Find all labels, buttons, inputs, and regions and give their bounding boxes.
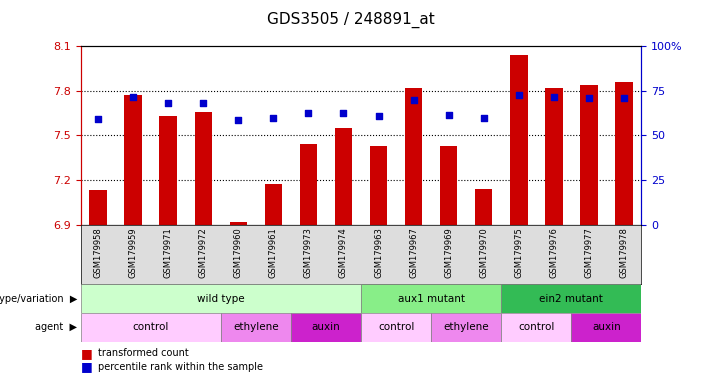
Text: auxin: auxin [592, 322, 621, 333]
Bar [615, 82, 633, 225]
Text: transformed count: transformed count [98, 348, 189, 358]
Bar [405, 88, 423, 225]
Text: ■: ■ [81, 360, 93, 373]
Text: ethylene: ethylene [233, 322, 279, 333]
Point [373, 113, 384, 119]
Text: GSM179973: GSM179973 [304, 228, 313, 278]
Bar [361, 313, 431, 342]
Text: genotype/variation  ▶: genotype/variation ▶ [0, 293, 77, 304]
Text: ein2 mutant: ein2 mutant [539, 293, 604, 304]
Text: GSM179978: GSM179978 [620, 228, 628, 278]
Text: GSM179977: GSM179977 [585, 228, 593, 278]
Text: GSM179975: GSM179975 [515, 228, 523, 278]
Bar [125, 95, 142, 225]
Text: agent  ▶: agent ▶ [35, 322, 77, 333]
Point [583, 95, 594, 101]
Bar [230, 222, 247, 225]
Bar [370, 146, 387, 225]
Text: control: control [378, 322, 414, 333]
Point [303, 110, 314, 116]
Point [268, 114, 279, 121]
Text: control: control [132, 322, 169, 333]
Text: GSM179958: GSM179958 [94, 228, 102, 278]
Text: GSM179967: GSM179967 [409, 228, 418, 278]
Point [338, 110, 349, 116]
Bar [265, 184, 283, 225]
Text: ethylene: ethylene [443, 322, 489, 333]
Point [513, 92, 524, 98]
Bar [440, 146, 458, 225]
Bar [580, 85, 598, 225]
Text: GSM179963: GSM179963 [374, 228, 383, 278]
Bar [90, 190, 107, 225]
Bar [501, 313, 571, 342]
Text: auxin: auxin [311, 322, 341, 333]
Point [128, 94, 139, 100]
Bar [431, 313, 501, 342]
Point [618, 95, 629, 101]
Text: wild type: wild type [197, 293, 245, 304]
Text: GSM179969: GSM179969 [444, 228, 453, 278]
Text: ■: ■ [81, 347, 93, 360]
Text: GSM179972: GSM179972 [199, 228, 207, 278]
Text: control: control [518, 322, 554, 333]
Bar [335, 128, 353, 225]
Bar [545, 88, 562, 225]
Text: percentile rank within the sample: percentile rank within the sample [98, 362, 263, 372]
Point [408, 97, 419, 103]
Text: GSM179970: GSM179970 [479, 228, 488, 278]
Point [233, 118, 244, 124]
Point [478, 114, 489, 121]
Bar [510, 55, 528, 225]
Text: GSM179959: GSM179959 [129, 228, 137, 278]
Point [548, 94, 559, 100]
Text: GSM179960: GSM179960 [234, 228, 243, 278]
Point [93, 116, 104, 122]
Point [198, 99, 209, 106]
Text: GSM179974: GSM179974 [339, 228, 348, 278]
Bar [501, 284, 641, 313]
Bar [221, 313, 291, 342]
Text: GDS3505 / 248891_at: GDS3505 / 248891_at [266, 12, 435, 28]
Bar [300, 144, 317, 225]
Text: GSM179961: GSM179961 [269, 228, 278, 278]
Bar [361, 284, 501, 313]
Bar [571, 313, 641, 342]
Bar [81, 284, 361, 313]
Bar [291, 313, 361, 342]
Bar [195, 112, 212, 225]
Point [163, 99, 174, 106]
Text: GSM179971: GSM179971 [164, 228, 172, 278]
Bar [81, 313, 221, 342]
Text: aux1 mutant: aux1 mutant [397, 293, 465, 304]
Bar [475, 189, 492, 225]
Point [443, 111, 454, 118]
Text: GSM179976: GSM179976 [550, 228, 558, 278]
Bar [160, 116, 177, 225]
